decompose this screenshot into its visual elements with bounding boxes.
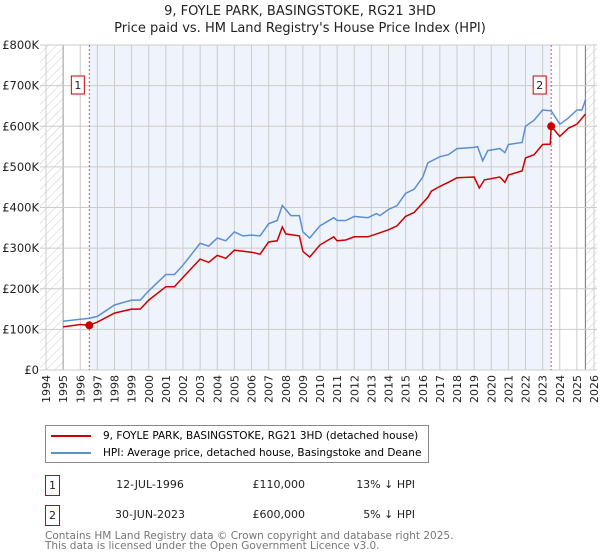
sale-date: 30-JUN-2023 <box>114 508 186 521</box>
x-tick-label: 2002 <box>177 375 190 403</box>
x-tick-label: 2022 <box>520 375 533 403</box>
y-tick-label: £0 <box>24 363 39 377</box>
x-tick-label: 1994 <box>40 375 53 403</box>
chart-subtitle: Price paid vs. HM Land Registry's House … <box>114 21 486 36</box>
footer-copyright: Contains HM Land Registry data © Crown c… <box>45 530 454 542</box>
x-tick-label: 1997 <box>91 375 104 403</box>
x-tick-label: 2005 <box>228 375 241 403</box>
x-tick-label: 2025 <box>571 375 584 403</box>
y-tick-label: £600K <box>2 119 39 133</box>
x-tick-label: 2003 <box>194 375 207 403</box>
x-tick-label: 1999 <box>126 375 139 403</box>
y-tick-label: £300K <box>2 241 39 255</box>
x-tick-label: 2015 <box>400 375 413 403</box>
x-tick-label: 1998 <box>109 375 122 403</box>
x-tick-label: 2019 <box>468 375 481 403</box>
annotation-label: 2 <box>536 79 543 92</box>
x-tick-label: 2024 <box>554 375 567 403</box>
footer: Contains HM Land Registry data © Crown c… <box>45 530 454 552</box>
annotation-label: 1 <box>74 79 81 92</box>
x-tick-label: 2021 <box>502 375 515 403</box>
sale-date: 12-JUL-1996 <box>116 478 184 491</box>
x-tick-label: 2008 <box>280 375 293 403</box>
y-tick-label: £700K <box>2 79 39 93</box>
y-tick-label: £100K <box>2 322 39 336</box>
legend-label: HPI: Average price, detached house, Basi… <box>103 447 422 459</box>
x-tick-label: 2006 <box>246 375 259 403</box>
annotation-box <box>70 75 85 95</box>
x-tick-label: 2012 <box>348 375 361 403</box>
sale-hpi-diff: 5% ↓ HPI <box>363 508 415 521</box>
x-tick-label: 2010 <box>314 375 327 403</box>
x-tick-label: 2016 <box>417 375 430 403</box>
x-tick-label: 2013 <box>365 375 378 403</box>
legend-item-property: 9, FOYLE PARK, BASINGSTOKE, RG21 3HD (de… <box>46 428 418 444</box>
sale-price: £110,000 <box>252 478 306 491</box>
y-tick-label: £400K <box>2 201 39 215</box>
x-tick-label: 2020 <box>485 375 498 403</box>
x-tick-label: 2014 <box>383 375 396 403</box>
x-tick-label: 1996 <box>74 375 87 403</box>
x-tick-label: 2023 <box>537 375 550 403</box>
x-tick-label: 1995 <box>57 375 70 403</box>
series-line <box>63 99 587 323</box>
x-tick-label: 2009 <box>297 375 310 403</box>
y-tick-label: £200K <box>2 282 39 296</box>
x-tick-label: 2000 <box>143 375 156 403</box>
legend-swatch-red <box>51 435 91 437</box>
legend-swatch-blue <box>51 452 91 454</box>
footer-licence: This data is licensed under the Open Gov… <box>45 540 380 552</box>
sale-number-badge: 1 <box>45 475 60 496</box>
legend-item-hpi: HPI: Average price, detached house, Basi… <box>46 445 421 461</box>
sale-point <box>85 321 94 330</box>
sale-number-badge: 2 <box>45 505 60 526</box>
legend: 9, FOYLE PARK, BASINGSTOKE, RG21 3HD (de… <box>45 425 429 463</box>
x-tick-label: 2011 <box>331 375 344 403</box>
x-tick-label: 2007 <box>263 375 276 403</box>
x-tick-label: 2004 <box>211 375 224 403</box>
x-tick-label: 2018 <box>451 375 464 403</box>
y-tick-label: £500K <box>2 160 39 174</box>
x-tick-label: 2026 <box>588 375 600 403</box>
sale-price: £600,000 <box>252 508 306 521</box>
price-chart: 1994 1995 1996 1997 1998 1999 2000 2001 2002 2003… <box>2 38 600 403</box>
annotation-box <box>532 75 547 95</box>
y-tick-label: £800K <box>2 38 39 52</box>
sale-point <box>547 122 556 131</box>
chart-title: 9, FOYLE PARK, BASINGSTOKE, RG21 3HD <box>164 4 436 19</box>
legend-label: 9, FOYLE PARK, BASINGSTOKE, RG21 3HD (de… <box>103 430 419 442</box>
x-tick-label: 2017 <box>434 375 447 403</box>
series-line <box>62 113 586 328</box>
sale-hpi-diff: 13% ↓ HPI <box>356 478 415 491</box>
x-tick-label: 2001 <box>160 375 173 403</box>
